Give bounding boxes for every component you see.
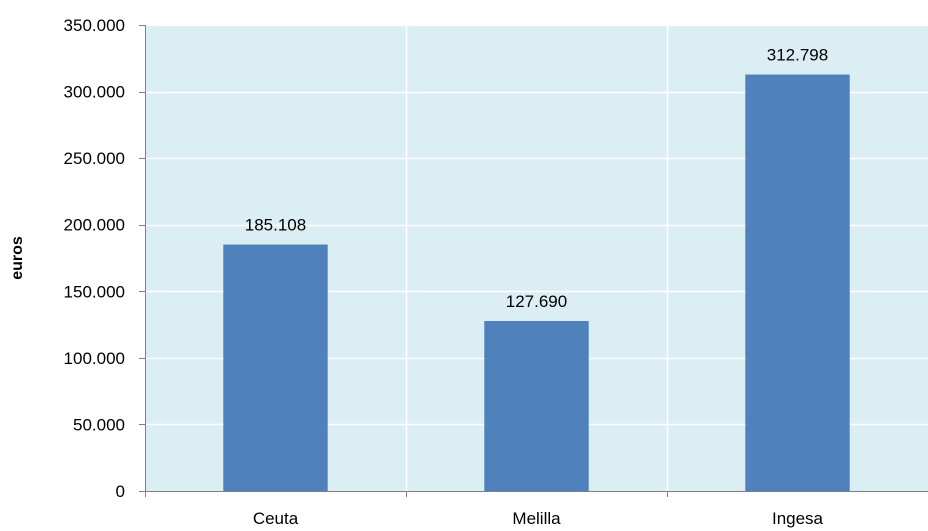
data-label: 185.108 bbox=[245, 216, 306, 235]
bar-ingesa bbox=[745, 74, 850, 492]
y-tick-label: 200.000 bbox=[64, 216, 125, 235]
x-tick-label: Melilla bbox=[512, 509, 561, 528]
y-tick-label: 100.000 bbox=[64, 349, 125, 368]
y-tick-label: 50.000 bbox=[73, 415, 125, 434]
y-tick-label: 0 bbox=[116, 482, 125, 501]
x-tick-label: Ingesa bbox=[772, 509, 824, 528]
y-tick-labels: 0 50.000 100.000 150.000 200.000 250.000 300.0… bbox=[64, 16, 125, 501]
y-tick-label: 150.000 bbox=[64, 282, 125, 301]
bar-ceuta bbox=[223, 244, 328, 491]
y-tick-label: 250.000 bbox=[64, 149, 125, 168]
y-tick-label: 300.000 bbox=[64, 83, 125, 102]
y-axis-title: euros bbox=[9, 236, 26, 280]
y-tick-label: 350.000 bbox=[64, 16, 125, 35]
data-labels: 185.108 127.690 312.798 bbox=[245, 46, 828, 311]
data-label: 127.690 bbox=[506, 292, 567, 311]
axes bbox=[139, 25, 928, 497]
bar-melilla bbox=[484, 320, 589, 491]
data-label: 312.798 bbox=[767, 46, 828, 65]
bars bbox=[223, 74, 850, 492]
x-tick-label: Ceuta bbox=[253, 509, 299, 528]
x-tick-labels: Ceuta Melilla Ingesa bbox=[253, 509, 824, 528]
